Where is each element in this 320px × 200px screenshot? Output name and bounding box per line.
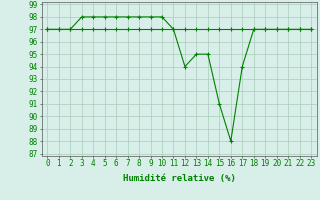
X-axis label: Humidité relative (%): Humidité relative (%) [123, 174, 236, 183]
